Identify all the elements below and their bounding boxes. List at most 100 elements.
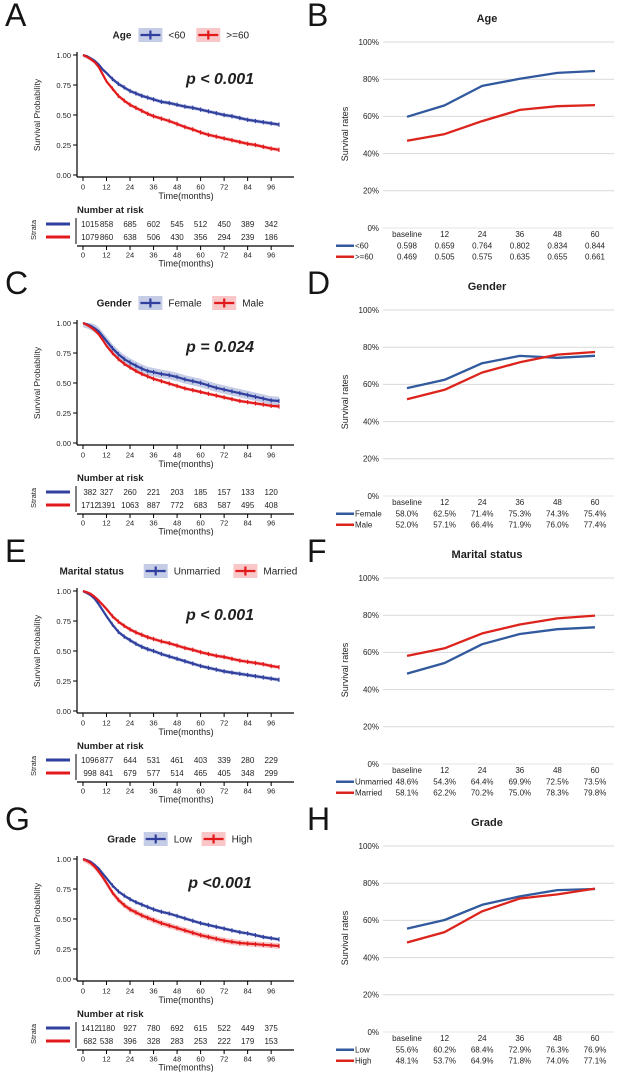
rates-line (406, 614, 596, 658)
svg-text:60: 60 (591, 766, 600, 775)
svg-text:80%: 80% (363, 879, 379, 888)
svg-text:60: 60 (196, 719, 204, 728)
svg-text:239: 239 (241, 233, 255, 242)
svg-text:0.844: 0.844 (585, 242, 606, 251)
svg-text:Time(months): Time(months) (158, 191, 213, 201)
svg-text:>=60: >=60 (226, 31, 249, 42)
svg-text:Female: Female (355, 510, 382, 519)
rates-line (406, 887, 596, 930)
svg-text:408: 408 (264, 501, 278, 510)
km-legend: Gender Female Male (97, 296, 264, 310)
svg-text:100%: 100% (359, 574, 379, 583)
panel-c-km-gender: C Gender Female Male p = 0.024 1.00 0.75 0.50 0… (0, 265, 302, 536)
svg-text:0.00: 0.00 (56, 439, 71, 448)
svg-text:0: 0 (81, 451, 85, 460)
rates-line (406, 887, 596, 944)
rates-table: baseline 12 24 36 48 60 Unmarried 48.6% 54.3% 64.… (336, 766, 606, 798)
svg-text:294: 294 (217, 233, 231, 242)
svg-text:60%: 60% (363, 648, 379, 657)
svg-text:1180: 1180 (98, 1024, 116, 1033)
svg-text:76.9%: 76.9% (584, 1046, 607, 1055)
svg-text:461: 461 (170, 756, 184, 765)
svg-text:Marital status: Marital status (60, 567, 125, 578)
km-plot: Gender Female Male p = 0.024 1.00 0.75 0.50 0.2… (29, 296, 294, 536)
svg-text:153: 153 (264, 1037, 278, 1046)
svg-text:375: 375 (264, 1024, 278, 1033)
svg-text:Strata: Strata (29, 1023, 38, 1044)
svg-text:48: 48 (173, 251, 181, 260)
svg-text:0.635: 0.635 (510, 253, 531, 262)
confidence-band (83, 55, 279, 152)
svg-text:73.5%: 73.5% (584, 778, 607, 787)
svg-text:84: 84 (243, 251, 251, 260)
svg-text:0.50: 0.50 (56, 379, 71, 388)
svg-text:283: 283 (170, 1037, 184, 1046)
rates-line (406, 350, 596, 401)
svg-text:538: 538 (100, 1037, 114, 1046)
svg-text:Survival Probability: Survival Probability (32, 346, 42, 419)
svg-text:48: 48 (173, 451, 181, 460)
panel-f-rates-marital: F Marital status 100% 80% 60% 40% 20% 0% Surviv… (302, 533, 619, 804)
svg-text:0.25: 0.25 (56, 141, 71, 150)
svg-text:12: 12 (102, 1055, 110, 1064)
svg-text:84: 84 (243, 183, 251, 192)
svg-text:Strata: Strata (29, 755, 38, 776)
rates-plot: Gender 100% 80% 60% 40% 20% 0% Survival rates ba… (336, 281, 614, 530)
svg-text:0: 0 (81, 719, 85, 728)
svg-text:638: 638 (123, 233, 137, 242)
rates-chart-age: Age 100% 80% 60% 40% 20% 0% Survival rates basel… (336, 13, 614, 262)
svg-text:24: 24 (126, 1055, 134, 1064)
svg-text:0.25: 0.25 (56, 409, 71, 418)
km-chart-gender: Gender Female Male p = 0.024 1.00 0.75 0.50 0.2… (29, 296, 294, 536)
p-value: p < 0.001 (185, 71, 254, 88)
svg-text:Unmarried: Unmarried (355, 778, 392, 787)
svg-text:60: 60 (196, 787, 204, 796)
svg-text:24: 24 (126, 519, 134, 528)
svg-text:222: 222 (217, 1037, 231, 1046)
svg-text:683: 683 (194, 501, 208, 510)
svg-text:512: 512 (194, 220, 208, 229)
svg-text:60%: 60% (363, 112, 379, 121)
svg-text:0: 0 (81, 251, 85, 260)
svg-text:221: 221 (147, 488, 161, 497)
km-chart-grade: Grade Low High p <0.001 1.00 0.75 0.50 0.25 0.00… (29, 832, 294, 1072)
svg-text:96: 96 (267, 719, 275, 728)
svg-text:327: 327 (100, 488, 114, 497)
svg-text:48.1%: 48.1% (396, 1057, 419, 1066)
svg-text:157: 157 (217, 488, 231, 497)
svg-text:0.661: 0.661 (585, 253, 606, 262)
svg-text:72: 72 (220, 987, 228, 996)
svg-text:1079: 1079 (81, 233, 99, 242)
svg-text:60: 60 (196, 183, 204, 192)
svg-text:0.575: 0.575 (472, 253, 493, 262)
svg-text:679: 679 (123, 769, 137, 778)
svg-text:587: 587 (217, 501, 231, 510)
rates-plot: Age 100% 80% 60% 40% 20% 0% Survival rates basel… (336, 13, 614, 262)
svg-text:52.0%: 52.0% (396, 521, 419, 530)
svg-text:12: 12 (102, 987, 110, 996)
svg-text:1.00: 1.00 (56, 319, 71, 328)
svg-text:339: 339 (217, 756, 231, 765)
svg-text:12: 12 (102, 451, 110, 460)
svg-text:Survival Probability: Survival Probability (32, 614, 42, 687)
svg-text:203: 203 (170, 488, 184, 497)
svg-text:120: 120 (264, 488, 278, 497)
risk-table: Number at risk 1412 1180 927 780 692 615 522 449… (29, 1009, 294, 1072)
svg-text:60: 60 (196, 519, 204, 528)
svg-text:1096: 1096 (81, 756, 99, 765)
svg-text:71.9%: 71.9% (508, 521, 531, 530)
svg-text:68.4%: 68.4% (471, 1046, 494, 1055)
km-curve (82, 590, 280, 681)
svg-text:Survival rates: Survival rates (340, 106, 350, 161)
svg-text:baseline: baseline (392, 498, 422, 507)
svg-text:24: 24 (126, 787, 134, 796)
svg-text:84: 84 (243, 451, 251, 460)
svg-text:36: 36 (149, 519, 157, 528)
svg-text:0.00: 0.00 (56, 975, 71, 984)
svg-text:72: 72 (220, 719, 228, 728)
svg-text:20%: 20% (363, 991, 379, 1000)
chart-title: Gender (468, 281, 507, 293)
svg-text:0.75: 0.75 (56, 885, 71, 894)
svg-text:72.5%: 72.5% (546, 778, 569, 787)
svg-text:64.4%: 64.4% (471, 778, 494, 787)
